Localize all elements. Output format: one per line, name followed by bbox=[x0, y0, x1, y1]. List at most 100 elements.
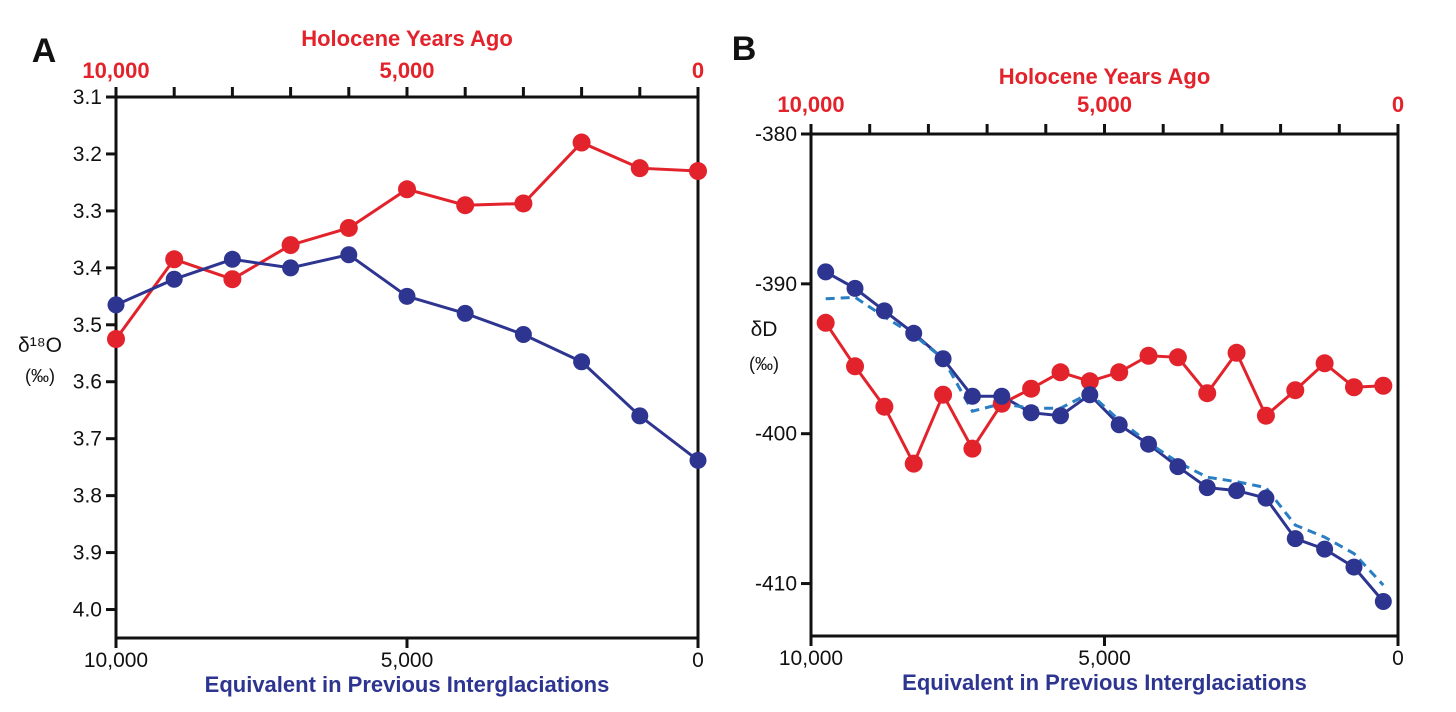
y-tick-label: 3.9 bbox=[73, 542, 102, 565]
top-tick-label: 0 bbox=[1392, 92, 1404, 117]
data-point-holocene bbox=[963, 439, 982, 458]
data-point-holocene bbox=[1344, 378, 1363, 397]
x-axis-title: Equivalent in Previous Interglaciations bbox=[902, 670, 1307, 695]
data-point-holocene bbox=[934, 385, 953, 404]
data-point-holocene bbox=[572, 133, 591, 152]
data-point-interglacial bbox=[875, 302, 893, 320]
top-tick-label: 5,000 bbox=[1077, 92, 1132, 117]
data-point-holocene bbox=[875, 397, 894, 416]
x-tick-label: 5,000 bbox=[1078, 647, 1131, 670]
y-tick-label: 3.3 bbox=[73, 200, 102, 223]
chart-panel-b: -380 -390 -400 -410 10,000 5,000 0 10,000 5,000 0… bbox=[732, 30, 1404, 695]
data-point-interglacial bbox=[1169, 458, 1187, 476]
data-point-interglacial bbox=[1051, 407, 1069, 425]
data-point-interglacial bbox=[1374, 593, 1392, 611]
data-point-interglacial bbox=[340, 246, 358, 264]
top-tick-label: 5,000 bbox=[379, 58, 434, 83]
data-point-holocene bbox=[456, 196, 475, 215]
x-tick-label: 0 bbox=[692, 649, 704, 672]
y-tick-label: 3.6 bbox=[73, 371, 102, 394]
data-point-holocene bbox=[1139, 346, 1158, 365]
data-point-interglacial bbox=[1081, 386, 1099, 404]
data-point-holocene bbox=[1286, 381, 1305, 400]
y-tick-label: 3.8 bbox=[73, 485, 102, 508]
data-point-holocene bbox=[1080, 372, 1099, 391]
series-line-interglacial bbox=[824, 270, 1385, 603]
data-point-interglacial bbox=[1316, 540, 1334, 558]
y-tick-label: -410 bbox=[755, 573, 797, 596]
data-point-interglacial bbox=[573, 353, 591, 371]
data-point-holocene bbox=[630, 159, 649, 178]
plot-frame bbox=[809, 132, 1400, 638]
data-point-holocene bbox=[1374, 376, 1393, 395]
panel-label: A bbox=[32, 32, 57, 70]
data-point-interglacial bbox=[846, 279, 864, 297]
data-point-holocene bbox=[904, 454, 923, 473]
data-point-holocene bbox=[339, 218, 358, 237]
x-tick-label: 0 bbox=[1392, 647, 1404, 670]
data-point-interglacial bbox=[1257, 489, 1275, 507]
y-axis-title: δD bbox=[751, 318, 778, 341]
data-point-holocene bbox=[165, 250, 184, 269]
data-point-holocene bbox=[107, 330, 125, 349]
top-tick-label: 10,000 bbox=[777, 92, 844, 117]
y-tick-label: 3.5 bbox=[73, 314, 102, 337]
data-point-holocene bbox=[1315, 354, 1334, 373]
data-point-holocene bbox=[1168, 348, 1187, 367]
y-axis-unit: (‰) bbox=[25, 366, 55, 386]
x-axis-title: Equivalent in Previous Interglaciations bbox=[205, 672, 610, 697]
data-point-holocene bbox=[1227, 343, 1246, 362]
data-point-interglacial bbox=[398, 287, 416, 305]
data-point-interglacial bbox=[905, 324, 923, 342]
data-point-holocene bbox=[1022, 379, 1041, 398]
y-tick-label: -400 bbox=[755, 423, 797, 446]
data-point-holocene bbox=[1051, 363, 1070, 382]
data-point-interglacial bbox=[1286, 530, 1304, 548]
data-point-holocene bbox=[689, 162, 707, 181]
data-point-interglacial bbox=[223, 250, 241, 268]
data-point-interglacial bbox=[107, 296, 125, 314]
y-tick-label: 3.7 bbox=[73, 428, 102, 451]
data-point-interglacial bbox=[1198, 479, 1216, 497]
data-point-interglacial bbox=[993, 387, 1011, 405]
y-tick-label: 3.2 bbox=[73, 143, 102, 166]
data-point-interglacial bbox=[1345, 558, 1363, 576]
data-point-interglacial bbox=[1228, 482, 1246, 500]
y-tick-label: 3.4 bbox=[73, 257, 103, 280]
series-line-holocene bbox=[114, 140, 699, 340]
data-point-interglacial bbox=[631, 407, 649, 425]
top-axis-title: Holocene Years Ago bbox=[301, 26, 513, 51]
data-point-holocene bbox=[281, 236, 300, 255]
data-point-interglacial bbox=[1140, 435, 1158, 453]
data-point-interglacial bbox=[689, 451, 707, 469]
y-axis-unit: (‰) bbox=[749, 354, 779, 374]
data-point-interglacial bbox=[165, 270, 183, 288]
y-tick-label: 3.1 bbox=[73, 86, 102, 109]
data-point-interglacial bbox=[934, 350, 952, 368]
data-point-interglacial bbox=[963, 387, 981, 405]
y-axis-title: δ¹⁸O bbox=[18, 334, 62, 357]
x-tick-label: 10,000 bbox=[779, 647, 843, 670]
panel-label: B bbox=[732, 30, 757, 68]
top-tick-label: 10,000 bbox=[82, 58, 149, 83]
y-tick-label: 4.0 bbox=[73, 599, 102, 622]
data-point-interglacial bbox=[282, 259, 300, 277]
y-tick-label: -390 bbox=[755, 273, 797, 296]
data-point-holocene bbox=[816, 313, 835, 332]
x-tick-label: 10,000 bbox=[84, 649, 148, 672]
data-point-holocene bbox=[514, 194, 533, 213]
data-point-interglacial bbox=[456, 304, 474, 322]
plot-frame bbox=[114, 95, 700, 640]
x-tick-label: 5,000 bbox=[381, 649, 434, 672]
data-point-holocene bbox=[846, 357, 865, 376]
data-point-interglacial bbox=[817, 263, 835, 281]
data-point-holocene bbox=[1198, 384, 1217, 403]
data-point-holocene bbox=[1256, 406, 1275, 425]
data-point-holocene bbox=[398, 180, 416, 199]
chart-panel-a: 3.1 3.2 3.3 3.4 3.5 3.6 3.7 3.8 3.9 4.0 10,000 5,00… bbox=[18, 26, 707, 697]
top-axis-title: Holocene Years Ago bbox=[999, 64, 1211, 89]
top-tick-label: 0 bbox=[692, 58, 704, 83]
series-line-interglacial bbox=[115, 253, 699, 462]
data-point-interglacial bbox=[1110, 416, 1128, 434]
data-point-interglacial bbox=[514, 325, 532, 343]
